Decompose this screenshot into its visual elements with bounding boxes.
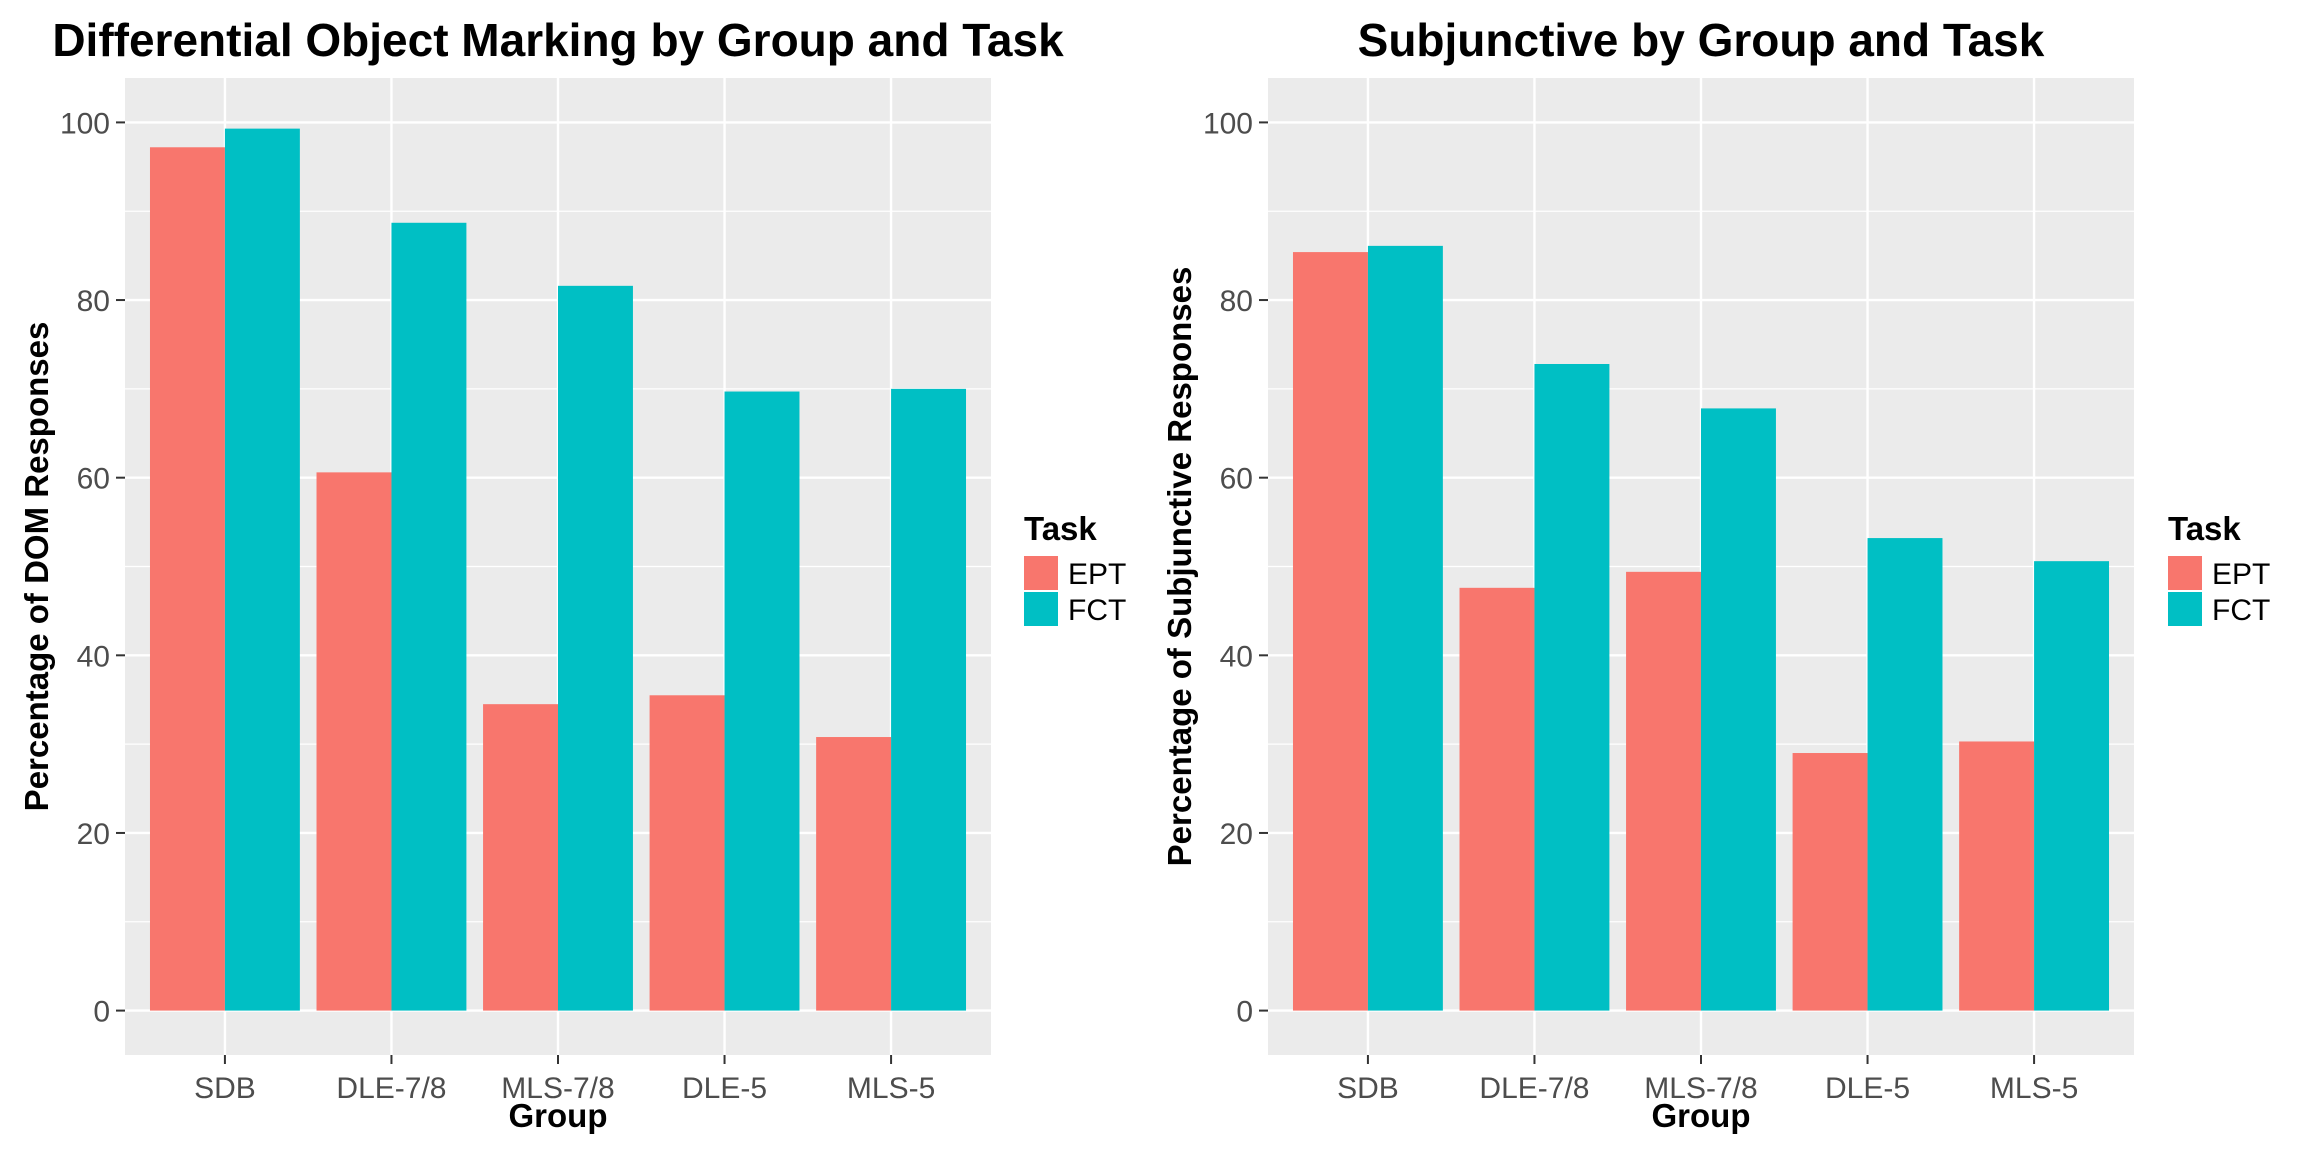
y-tick-label: 40 — [77, 640, 110, 673]
y-tick-label: 60 — [77, 463, 110, 496]
legend-title: Task — [2168, 510, 2241, 547]
legend-label-ept: EPT — [2212, 558, 2270, 591]
bar-ept-mls-7-8 — [1626, 571, 1701, 1011]
bar-fct-mls-7-8 — [1701, 408, 1776, 1011]
x-tick-label: MLS-5 — [1990, 1072, 2078, 1105]
y-tick-label: 60 — [1220, 463, 1253, 496]
y-tick-label: 0 — [93, 996, 110, 1029]
bar-fct-sdb — [224, 128, 300, 1011]
x-tick-label: MLS-5 — [847, 1072, 935, 1105]
bar-ept-dle-7-8 — [316, 472, 392, 1011]
bar-fct-dle-7-8 — [391, 222, 467, 1011]
bar-fct-dle-5 — [724, 391, 800, 1011]
legend-key-ept — [1024, 556, 1058, 590]
x-tick-label: SDB — [194, 1072, 256, 1105]
y-axis-title: Percentage of DOM Responses — [18, 322, 55, 812]
bar-ept-dle-5 — [649, 695, 725, 1011]
y-tick-label: 0 — [1236, 996, 1253, 1029]
bar-ept-dle-7-8 — [1459, 587, 1535, 1011]
legend-label-fct: FCT — [2212, 594, 2270, 627]
legend-key-fct — [2168, 592, 2202, 626]
chart-title: Differential Object Marking by Group and… — [52, 14, 1064, 66]
x-tick-label: MLS-7/8 — [1644, 1072, 1757, 1105]
bar-ept-dle-5 — [1792, 753, 1868, 1011]
bar-ept-mls-5 — [816, 737, 892, 1011]
y-axis-title: Percentage of Subjunctive Responses — [1161, 267, 1198, 867]
x-axis-title: Group — [509, 1097, 608, 1134]
legend-key-ept — [2168, 556, 2202, 590]
chart-panel-1: Differential Object Marking by Group and… — [18, 14, 1126, 1134]
bar-fct-sdb — [1367, 245, 1443, 1011]
x-axis-title: Group — [1652, 1097, 1751, 1134]
bar-ept-mls-5 — [1959, 741, 2035, 1011]
y-tick-label: 40 — [1220, 640, 1253, 673]
legend-label-fct: FCT — [1068, 594, 1126, 627]
x-tick-label: SDB — [1337, 1072, 1399, 1105]
bar-fct-mls-7-8 — [558, 285, 633, 1011]
bar-fct-mls-5 — [2034, 561, 2110, 1011]
bar-ept-sdb — [1292, 252, 1368, 1011]
legend-label-ept: EPT — [1068, 558, 1126, 591]
chart-panel-2: Subjunctive by Group and Task 0 20 40 60 80 10… — [1161, 14, 2270, 1134]
legend-key-fct — [1024, 592, 1058, 626]
bar-fct-dle-5 — [1867, 538, 1943, 1011]
x-tick-label: DLE-7/8 — [1479, 1072, 1589, 1105]
x-tick-label: DLE-5 — [1825, 1072, 1910, 1105]
y-tick-label: 100 — [60, 107, 110, 140]
bar-ept-sdb — [149, 147, 225, 1011]
chart-title: Subjunctive by Group and Task — [1358, 14, 2045, 66]
y-tick-label: 100 — [1203, 107, 1253, 140]
x-tick-label: MLS-7/8 — [501, 1072, 614, 1105]
x-tick-label: DLE-5 — [682, 1072, 767, 1105]
y-tick-label: 80 — [1220, 285, 1253, 318]
y-tick-label: 80 — [77, 285, 110, 318]
bar-fct-mls-5 — [891, 388, 967, 1011]
legend-title: Task — [1024, 510, 1097, 547]
bar-ept-mls-7-8 — [483, 704, 558, 1011]
y-tick-label: 20 — [77, 818, 110, 851]
bar-fct-dle-7-8 — [1534, 363, 1610, 1011]
x-tick-label: DLE-7/8 — [336, 1072, 446, 1105]
y-tick-label: 20 — [1220, 818, 1253, 851]
